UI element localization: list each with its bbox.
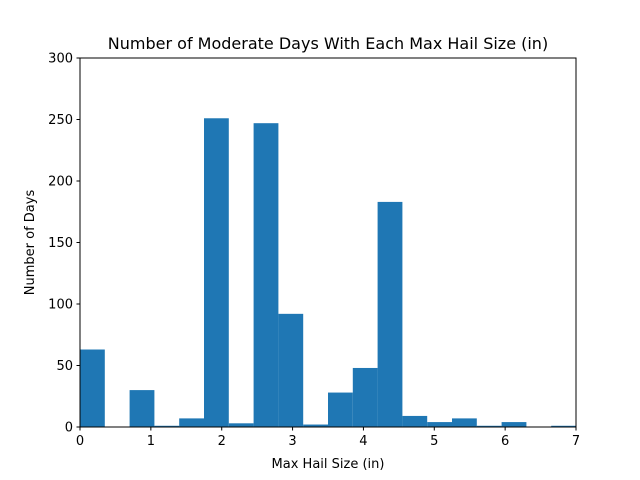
histogram-bar <box>179 418 204 427</box>
y-tick-label: 150 <box>48 236 73 251</box>
histogram-bar <box>129 390 155 427</box>
x-tick-label: 5 <box>430 434 438 449</box>
histogram-bar <box>278 313 304 427</box>
x-axis-label: Max Hail Size (in) <box>272 457 385 472</box>
histogram-bar <box>80 349 105 427</box>
y-tick-label: 100 <box>48 298 73 313</box>
x-tick-label: 7 <box>572 434 580 449</box>
x-tick-label: 1 <box>147 434 155 449</box>
chart-title: Number of Moderate Days With Each Max Ha… <box>108 34 548 53</box>
y-axis-label: Number of Days <box>23 190 38 296</box>
y-tick-label: 50 <box>56 359 73 374</box>
x-tick-label: 3 <box>288 434 296 449</box>
histogram-bar <box>154 425 180 427</box>
x-axis-ticks: 0 1 2 3 4 5 6 7 <box>76 427 580 449</box>
x-tick-label: 6 <box>501 434 509 449</box>
histogram-bar <box>253 123 279 427</box>
x-tick-label: 2 <box>218 434 226 449</box>
x-tick-label: 4 <box>359 434 367 449</box>
y-tick-label: 300 <box>48 52 73 67</box>
histogram-bar <box>377 201 403 427</box>
plot-frame <box>79 57 577 428</box>
x-tick-label: 0 <box>76 434 84 449</box>
y-tick-label: 0 <box>65 421 73 436</box>
histogram-bar <box>427 422 452 427</box>
histogram-bar <box>501 422 527 427</box>
y-axis-ticks: 0 50 100 150 200 250 300 <box>48 52 80 436</box>
histogram-bar <box>402 415 428 427</box>
histogram-bar <box>551 425 576 427</box>
bars-group <box>80 118 576 428</box>
histogram-bar <box>204 118 229 428</box>
histogram-bar <box>303 424 328 427</box>
histogram-bar <box>476 425 502 427</box>
y-tick-label: 200 <box>48 175 73 190</box>
y-tick-label: 250 <box>48 113 73 128</box>
histogram-bar <box>228 423 254 427</box>
histogram-bar <box>452 418 477 427</box>
histogram-bar <box>352 367 378 427</box>
histogram-bar <box>328 392 353 427</box>
